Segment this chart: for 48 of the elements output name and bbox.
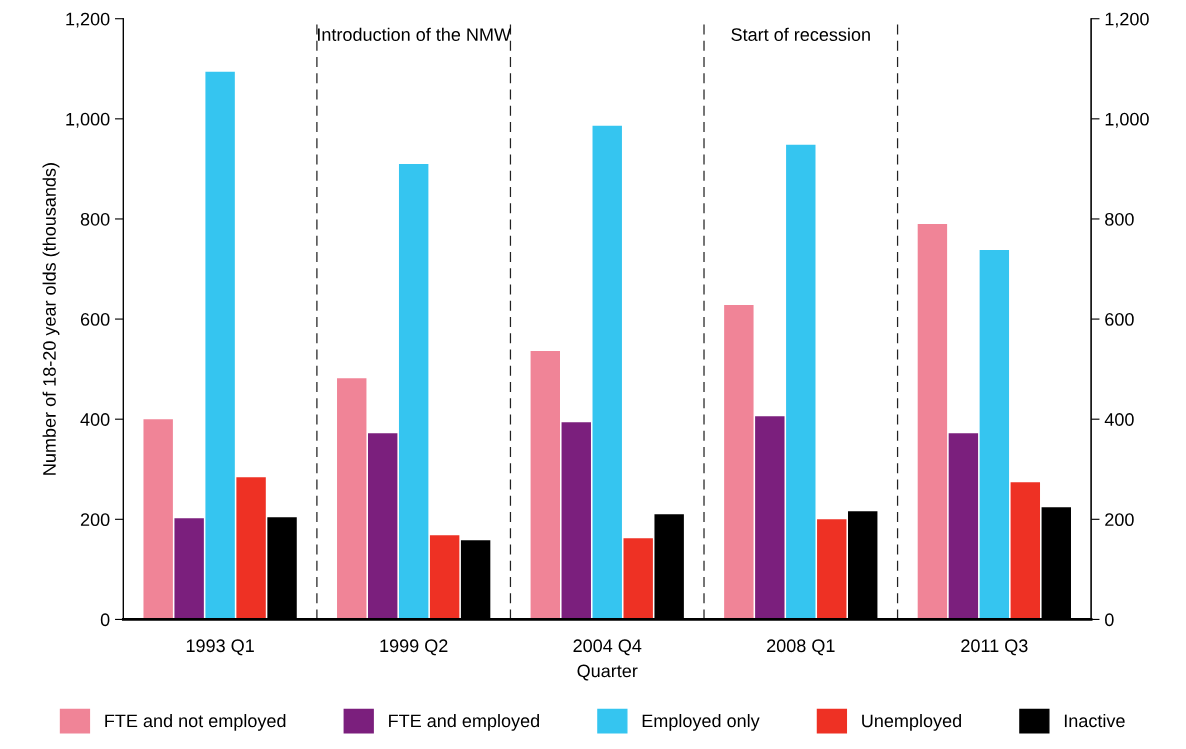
- x-tick-label: 1999 Q2: [380, 639, 448, 656]
- annotation: Introduction of the NMW: [318, 27, 511, 41]
- bar: [592, 125, 622, 620]
- y-tick-label: 1,000: [66, 112, 110, 128]
- bar: [205, 71, 235, 620]
- y-tick-label: 200: [80, 513, 110, 527]
- bar: [786, 144, 816, 620]
- bar: [724, 305, 754, 620]
- legend-label: Employed only: [642, 713, 760, 731]
- y2-tick-label: 0: [1105, 613, 1114, 627]
- bar: [236, 477, 266, 620]
- y2-tick-label: 200: [1105, 513, 1134, 527]
- y-tick-label: 1,200: [66, 12, 110, 28]
- y-tick-label: 0: [100, 613, 110, 627]
- bar: [917, 223, 948, 620]
- y-tick-label: 400: [80, 413, 110, 426]
- x-tick-label: 2008 Q1: [767, 639, 835, 656]
- bar: [1010, 482, 1041, 620]
- x-axis-title: Quarter: [577, 664, 638, 681]
- y-tick-label: 800: [80, 212, 110, 226]
- x-tick-label: 2004 Q4: [573, 639, 642, 656]
- legend-label: FTE and not employed: [105, 713, 286, 731]
- bar: [979, 249, 1010, 620]
- annotation: Start of recession: [731, 27, 870, 41]
- x-tick-label: 2011 Q3: [961, 639, 1028, 656]
- legend-label: Inactive: [1064, 713, 1125, 728]
- y-axis-title: Number of 18-20 year olds (thousands): [42, 163, 60, 475]
- bar: [429, 535, 460, 620]
- y2-tick-label: 1,000: [1105, 112, 1149, 128]
- legend-label: FTE and employed: [389, 713, 539, 731]
- bar: [398, 163, 429, 620]
- y-tick-label: 600: [80, 313, 110, 326]
- bar: [143, 419, 173, 620]
- bar: [337, 378, 367, 620]
- bar: [561, 422, 591, 620]
- bar: [817, 519, 847, 620]
- x-tick-label: 1993 Q1: [186, 639, 254, 656]
- y2-tick-label: 800: [1105, 212, 1134, 226]
- bar: [755, 416, 785, 620]
- bar: [368, 433, 398, 620]
- legend-label: Unemployed: [862, 713, 961, 731]
- y2-tick-label: 600: [1105, 313, 1134, 326]
- bar: [174, 518, 204, 620]
- y2-tick-label: 1,200: [1105, 12, 1149, 28]
- bar: [530, 351, 560, 620]
- y2-tick-label: 400: [1104, 413, 1134, 426]
- bar: [623, 538, 653, 620]
- bar: [948, 433, 979, 620]
